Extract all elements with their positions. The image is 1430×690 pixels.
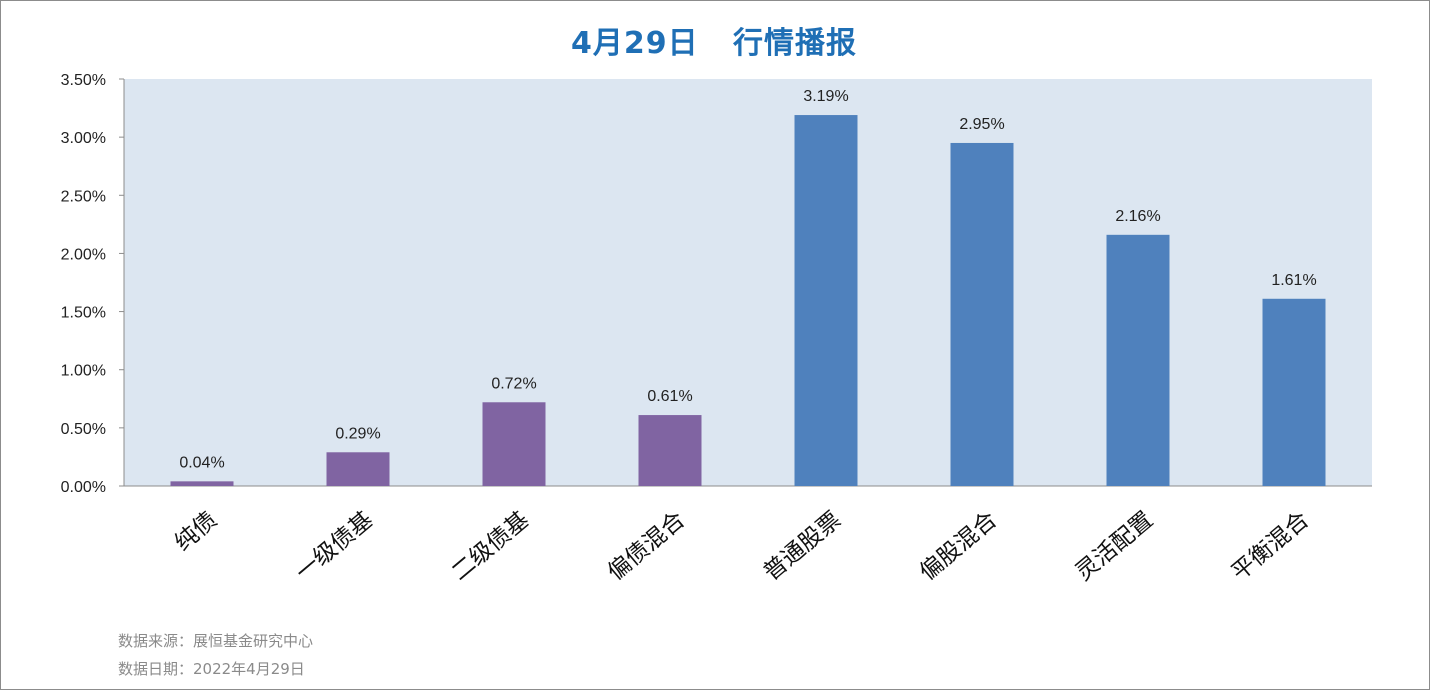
- bar: [326, 452, 390, 486]
- bar: [794, 115, 858, 486]
- y-tick-label: 2.00%: [61, 246, 106, 263]
- x-tick-label: 灵活配置: [1071, 507, 1158, 586]
- footer-source: 数据来源：展恒基金研究中心: [118, 632, 314, 650]
- x-axis: 纯债 一级债基 二级债基 偏债混合 普通股票 偏股混合 灵活配置 平衡混合: [170, 507, 1314, 586]
- bar: [638, 415, 702, 486]
- title-text: 行情播报: [732, 26, 857, 61]
- data-label: 3.19%: [803, 88, 848, 105]
- x-tick-label: 偏债混合: [603, 507, 690, 586]
- x-tick-label: 一级债基: [291, 507, 378, 586]
- y-tick-label: 0.00%: [61, 479, 106, 496]
- y-tick-label: 1.50%: [61, 305, 106, 322]
- x-tick-label: 平衡混合: [1227, 507, 1314, 586]
- y-tick-label: 0.50%: [61, 421, 106, 438]
- bars: [170, 115, 1326, 486]
- data-label: 2.95%: [959, 116, 1004, 133]
- x-tick-label: 纯债: [170, 507, 222, 556]
- y-axis: 0.00% 0.50% 1.00% 1.50% 2.00% 2.50% 3.00% 3.50%: [61, 72, 1372, 496]
- data-label: 1.61%: [1271, 272, 1316, 289]
- data-label: 0.72%: [491, 375, 536, 392]
- y-tick-label: 1.00%: [61, 363, 106, 380]
- data-label: 0.29%: [335, 425, 380, 442]
- bar: [170, 481, 234, 486]
- data-label: 0.61%: [647, 388, 692, 405]
- data-labels: 0.04% 0.29% 0.72% 0.61% 3.19% 2.95% 2.16% 1.61%: [179, 88, 1316, 471]
- bar: [482, 402, 546, 486]
- x-tick-label: 偏股混合: [915, 507, 1002, 586]
- bar: [1262, 298, 1326, 486]
- y-tick-label: 3.50%: [61, 72, 106, 89]
- y-tick-label: 2.50%: [61, 188, 106, 205]
- data-label: 2.16%: [1115, 208, 1160, 225]
- data-label: 0.04%: [179, 454, 224, 471]
- plot-area: [124, 79, 1372, 486]
- x-tick-label: 二级债基: [447, 507, 534, 586]
- bar: [1106, 234, 1170, 486]
- chart-title: 4月29日 行情播报: [0, 18, 1428, 62]
- bar: [950, 142, 1014, 486]
- y-tick-label: 3.00%: [61, 130, 106, 147]
- footer-date: 数据日期：2022年4月29日: [118, 660, 305, 678]
- title-date: 4月29日: [571, 26, 699, 61]
- x-tick-label: 普通股票: [759, 507, 846, 586]
